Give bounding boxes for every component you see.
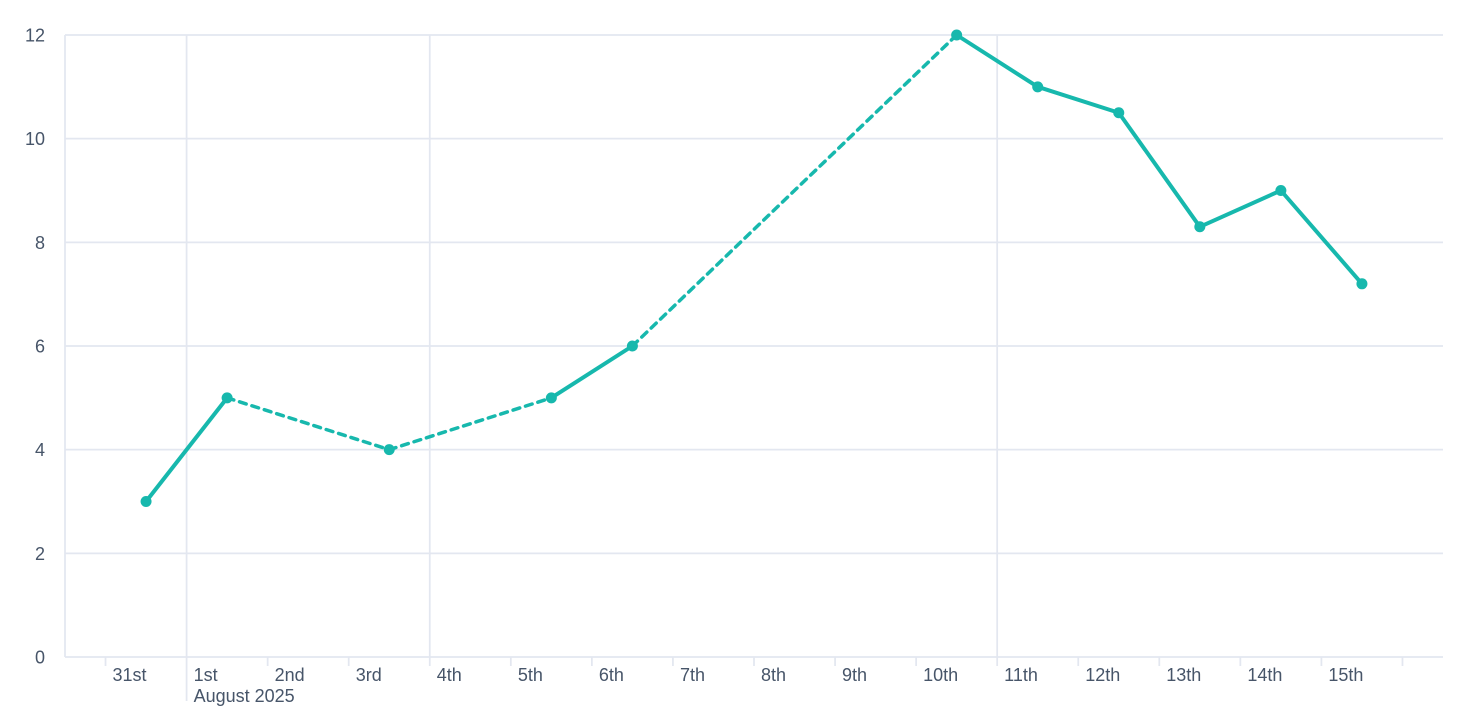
y-axis-label: 4 <box>35 440 45 460</box>
x-axis-label: 10th <box>923 665 958 685</box>
x-axis-label: 3rd <box>356 665 382 685</box>
data-point-6th[interactable] <box>626 340 638 352</box>
x-axis-label: 9th <box>842 665 867 685</box>
y-axis-label: 2 <box>35 544 45 564</box>
x-axis-label: 11th <box>1004 665 1038 685</box>
data-point-11th[interactable] <box>1032 81 1044 93</box>
series-segment-solid <box>954 33 1040 89</box>
y-axis-label: 8 <box>35 233 45 253</box>
x-axis-label: 13th <box>1166 665 1201 685</box>
x-axis-label: 2nd <box>275 665 305 685</box>
series-segment-dashed <box>225 396 391 452</box>
x-axis-label: 5th <box>518 665 543 685</box>
data-point-14th[interactable] <box>1275 185 1287 196</box>
data-point-1st[interactable] <box>221 392 233 404</box>
data-point-13th[interactable] <box>1194 221 1206 233</box>
series-segment-solid <box>1116 110 1202 229</box>
series-segment-solid <box>549 344 635 400</box>
x-axis-label: 12th <box>1085 665 1120 685</box>
x-axis-label: 7th <box>680 665 705 685</box>
data-point-5th[interactable] <box>545 392 557 404</box>
series-segment-dashed <box>630 33 959 348</box>
data-point-3rd[interactable] <box>383 444 395 456</box>
series-segment-solid <box>144 395 230 504</box>
x-axis-month-label: August 2025 <box>194 686 295 706</box>
x-axis-label: 31st <box>113 665 147 685</box>
y-axis-label: 0 <box>35 648 45 668</box>
x-axis-label: 15th <box>1328 665 1363 685</box>
x-axis-label: 8th <box>761 665 786 685</box>
series-segment-solid <box>1278 188 1364 286</box>
y-axis-label: 10 <box>25 129 45 149</box>
y-axis-label: 6 <box>35 337 45 357</box>
data-point-31st[interactable] <box>140 496 152 507</box>
x-axis-label: 4th <box>437 665 462 685</box>
data-point-10th[interactable] <box>951 29 963 41</box>
y-axis-label: 12 <box>25 26 45 46</box>
series-segment-solid <box>1197 188 1283 229</box>
data-point-12th[interactable] <box>1113 107 1125 119</box>
series-segment-solid <box>1035 84 1121 115</box>
series-segment-dashed <box>387 396 554 452</box>
x-axis-label: 14th <box>1247 665 1282 685</box>
x-axis-label: 1st <box>194 665 218 685</box>
data-point-15th[interactable] <box>1356 278 1368 290</box>
x-axis-label: 6th <box>599 665 624 685</box>
